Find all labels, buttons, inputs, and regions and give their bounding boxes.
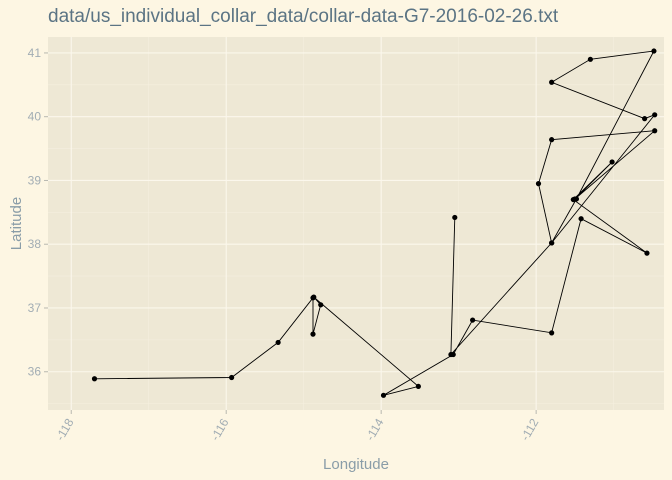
x-tick-label: -116 (208, 416, 232, 443)
data-point (609, 159, 615, 165)
y-tick-label: 40 (28, 110, 42, 124)
data-point (652, 112, 658, 118)
y-tick-label: 38 (28, 237, 42, 251)
data-point (91, 376, 98, 382)
x-axis-title: Longitude (323, 456, 389, 473)
y-tick-label: 41 (28, 46, 42, 60)
data-point (642, 116, 648, 122)
data-point (452, 214, 458, 221)
data-point (229, 374, 235, 381)
data-point (310, 331, 316, 337)
data-point (587, 56, 593, 62)
grid-lines (48, 37, 664, 410)
data-point (549, 79, 555, 85)
data-point (415, 383, 421, 390)
data-point (275, 339, 281, 346)
plot-panel (48, 37, 664, 410)
x-tick-label: -118 (53, 416, 77, 443)
data-point (578, 216, 584, 222)
chart-title: data/us_individual_collar_data/collar-da… (48, 6, 559, 27)
data-point (652, 128, 658, 134)
y-tick-label: 37 (28, 301, 42, 315)
data-point (549, 330, 555, 336)
x-tick-label: -112 (518, 416, 542, 443)
y-tick-label: 36 (28, 365, 42, 379)
series-points (91, 48, 658, 398)
data-point (644, 250, 650, 256)
data-point (311, 294, 317, 300)
series-line (94, 50, 657, 396)
data-point (651, 48, 657, 54)
data-point (549, 240, 555, 246)
data-point (380, 392, 387, 398)
data-point (549, 137, 555, 143)
y-axis-title: Latitude (8, 197, 25, 250)
x-tick-label: -114 (363, 416, 387, 443)
data-point (448, 351, 454, 358)
data-point (573, 196, 580, 202)
data-point (318, 302, 324, 308)
data-point (535, 181, 542, 187)
data-point (470, 317, 476, 323)
y-tick-label: 39 (28, 173, 42, 187)
